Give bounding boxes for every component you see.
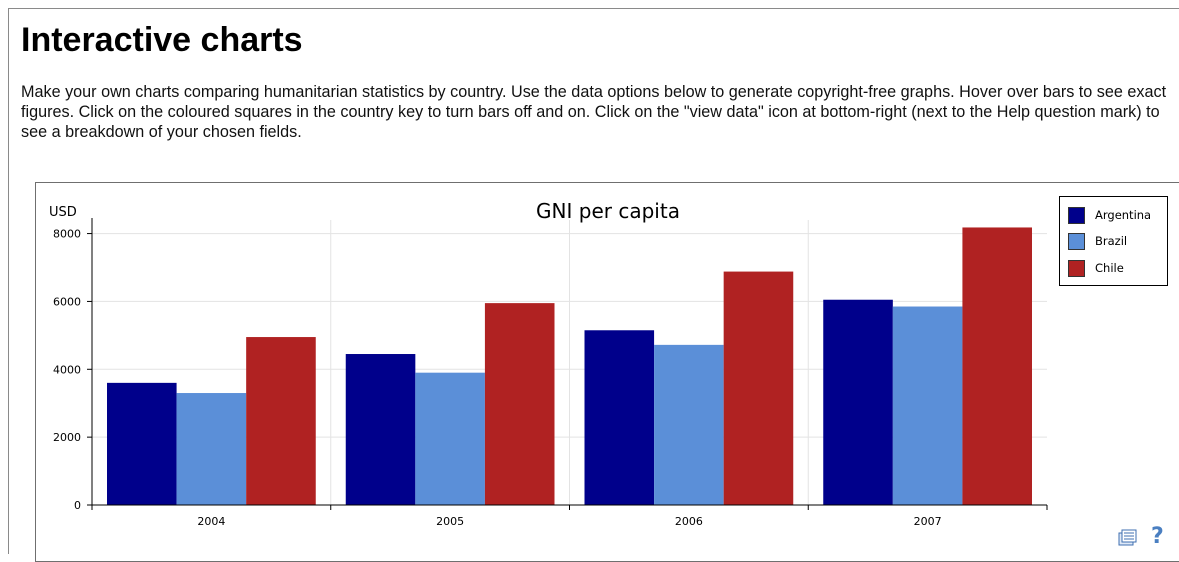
content-frame [8, 8, 1179, 554]
y-tick-label: 6000 [53, 295, 81, 308]
intro-text: Make your own charts comparing humanitar… [21, 83, 1167, 141]
y-tick-label: 2000 [53, 431, 81, 444]
bar-chile-2006[interactable]: Chile 2006: 6880 [723, 271, 794, 505]
y-tick-label: 4000 [53, 363, 81, 376]
bar-brazil-2005[interactable]: Brazil 2005: 3900 [415, 372, 485, 505]
legend-swatch[interactable] [1068, 259, 1085, 277]
bar-chile-2004[interactable]: Chile 2004: 4950 [246, 337, 316, 505]
y-tick-label: 8000 [53, 228, 81, 241]
bar-argentina-2004[interactable]: Argentina 2004: 3600 [107, 382, 177, 505]
legend-swatch[interactable] [1068, 232, 1085, 250]
x-tick-label: 2006 [675, 515, 703, 528]
bar-brazil-2004[interactable]: Brazil 2004: 3300 [176, 393, 247, 505]
x-tick-label: 2004 [197, 515, 225, 528]
y-tick-label: 0 [74, 499, 81, 512]
bar-chile-2007[interactable]: Chile 2007: 8180 [962, 227, 1032, 505]
legend-swatch[interactable] [1068, 206, 1085, 224]
chart-title: GNI per capita [536, 199, 680, 223]
bar-argentina-2007[interactable]: Argentina 2007: 6050 [823, 299, 893, 505]
bar-brazil-2007[interactable]: Brazil 2007: 5850 [892, 306, 963, 505]
legend-label: Argentina [1095, 208, 1152, 222]
y-axis-label: USD [49, 205, 77, 220]
bar-argentina-2005[interactable]: Argentina 2005: 4450 [345, 354, 416, 505]
legend-item-chile[interactable]: Chile [1068, 258, 1124, 278]
legend-label: Brazil [1095, 234, 1128, 248]
legend-item-brazil[interactable]: Brazil [1068, 231, 1127, 251]
bar-argentina-2006[interactable]: Argentina 2006: 5150 [584, 330, 655, 505]
bar-chile-2005[interactable]: Chile 2005: 5950 [484, 303, 555, 505]
bar-brazil-2006[interactable]: Brazil 2006: 4720 [654, 344, 724, 505]
view-data-icon[interactable] [1118, 529, 1138, 547]
x-tick-label: 2005 [436, 515, 464, 528]
legend-label: Chile [1095, 261, 1124, 275]
page-title: Interactive charts [21, 21, 303, 59]
legend-item-argentina[interactable]: Argentina [1068, 205, 1151, 225]
x-tick-label: 2007 [914, 515, 942, 528]
legend: Argentina Brazil Chile [1059, 196, 1168, 286]
help-icon[interactable]: ? [1151, 524, 1164, 549]
